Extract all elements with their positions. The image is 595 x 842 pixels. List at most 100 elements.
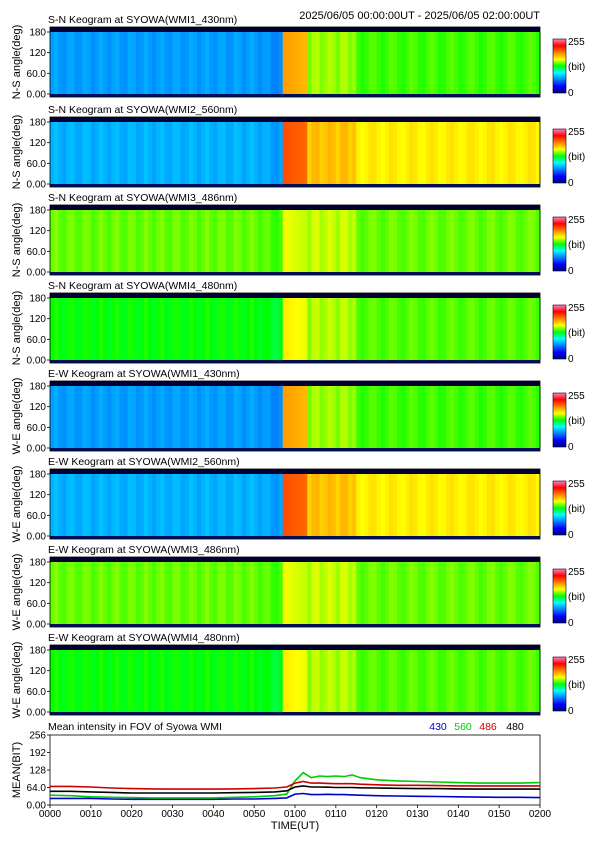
- keogram-column: [376, 210, 382, 272]
- keogram-column: [466, 122, 472, 184]
- keogram-column: [380, 650, 386, 712]
- keogram-column: [286, 474, 292, 536]
- keogram-column: [78, 298, 84, 360]
- keogram-column: [491, 474, 496, 536]
- colorbar-max-label: 255: [568, 127, 585, 138]
- keogram-column: [86, 562, 92, 624]
- keogram-column: [160, 32, 165, 94]
- keogram-column: [454, 474, 459, 536]
- keogram-column: [307, 210, 312, 272]
- keogram-column: [99, 210, 104, 272]
- keogram-column: [152, 122, 157, 184]
- keogram-column: [531, 32, 537, 94]
- keogram-column: [482, 210, 488, 272]
- keogram-column: [258, 386, 263, 448]
- keogram-column: [99, 386, 104, 448]
- keogram-column: [78, 210, 84, 272]
- keogram-column: [315, 650, 321, 712]
- keogram-column: [143, 386, 149, 448]
- keogram-column: [393, 474, 398, 536]
- keogram-column: [393, 298, 398, 360]
- keogram-column: [295, 32, 300, 94]
- keogram-column: [348, 650, 353, 712]
- keogram-horizon-top: [50, 205, 540, 210]
- keogram-column: [184, 650, 190, 712]
- keogram-column: [111, 32, 116, 94]
- keogram-column: [205, 650, 210, 712]
- keogram-column: [290, 210, 296, 272]
- keogram-column: [527, 474, 533, 536]
- keogram-column: [454, 298, 459, 360]
- keogram-column: [462, 122, 468, 184]
- y-tick-label: 180: [29, 382, 46, 393]
- keogram-column: [54, 122, 59, 184]
- keogram-column: [123, 32, 129, 94]
- keogram-column: [535, 474, 541, 536]
- keogram-column: [262, 474, 268, 536]
- keogram-column: [466, 650, 472, 712]
- colorbar-max-label: 255: [568, 37, 585, 48]
- keogram-column: [519, 474, 525, 536]
- keogram-column: [233, 210, 239, 272]
- keogram-column: [90, 210, 96, 272]
- keogram-column: [54, 32, 59, 94]
- keogram-column: [372, 122, 378, 184]
- keogram-column: [482, 562, 488, 624]
- keogram-column: [466, 562, 472, 624]
- y-axis-label: W-E angle(deg): [11, 642, 23, 719]
- keogram-column: [388, 210, 394, 272]
- keogram-column: [446, 210, 451, 272]
- keogram-column: [66, 298, 72, 360]
- keogram-column: [111, 386, 116, 448]
- keogram-column: [368, 386, 374, 448]
- keogram-column: [123, 650, 129, 712]
- keogram-column: [278, 210, 284, 272]
- keogram-column: [250, 210, 255, 272]
- keogram-column: [335, 386, 341, 448]
- keogram-column: [156, 650, 161, 712]
- keogram-column: [360, 386, 366, 448]
- keogram-column: [233, 650, 239, 712]
- keogram-column: [50, 386, 55, 448]
- y-tick-label: 180: [29, 28, 46, 39]
- keogram-column: [58, 32, 63, 94]
- keogram-column: [143, 122, 149, 184]
- keogram-column: [335, 298, 341, 360]
- keogram-column: [164, 122, 170, 184]
- y-tick-label: 60.0: [27, 423, 47, 434]
- x-axis-label: TIME(UT): [271, 820, 319, 832]
- keogram-column: [417, 298, 423, 360]
- keogram-column: [531, 386, 537, 448]
- keogram-column: [376, 650, 382, 712]
- keogram-column: [221, 562, 227, 624]
- keogram-column: [258, 562, 263, 624]
- keogram-column: [70, 562, 76, 624]
- keogram-column: [123, 122, 129, 184]
- keogram-column: [266, 386, 272, 448]
- keogram-column: [470, 562, 476, 624]
- colorbar: [552, 216, 567, 272]
- keogram-column: [442, 122, 447, 184]
- keogram-column: [107, 32, 112, 94]
- keogram-column: [94, 386, 100, 448]
- keogram-column: [295, 650, 300, 712]
- keogram-panel: S-N Keogram at SYOWA(WMI1_430nm)180 120 60…: [11, 14, 585, 101]
- keogram-column: [86, 386, 92, 448]
- keogram-column: [119, 562, 125, 624]
- keogram-column: [303, 650, 308, 712]
- keogram-column: [303, 386, 308, 448]
- keogram-column: [62, 474, 67, 536]
- keogram-column: [311, 474, 317, 536]
- keogram-column: [405, 562, 410, 624]
- keogram-column: [241, 386, 247, 448]
- keogram-column: [486, 562, 492, 624]
- x-tick-label: 0130: [406, 809, 429, 820]
- keogram-column: [425, 650, 431, 712]
- colorbar-min-label: 0: [568, 266, 574, 277]
- keogram-column: [339, 210, 345, 272]
- keogram-column: [148, 386, 153, 448]
- keogram-column: [82, 474, 88, 536]
- keogram-column: [331, 210, 337, 272]
- keogram-column: [180, 32, 186, 94]
- keogram-column: [115, 474, 121, 536]
